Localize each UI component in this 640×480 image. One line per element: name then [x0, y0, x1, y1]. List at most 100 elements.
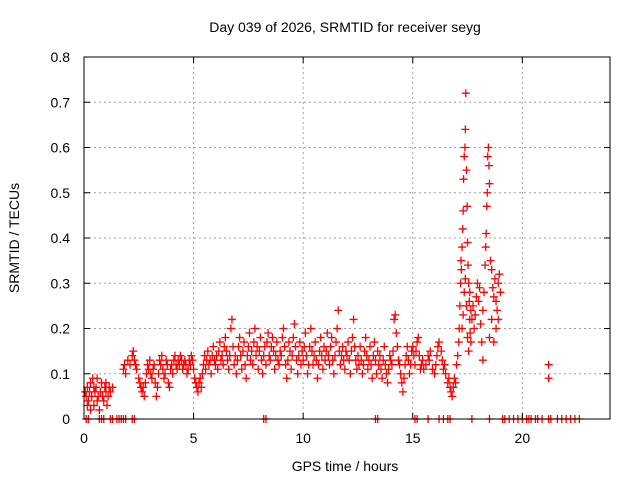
data-point	[346, 369, 355, 378]
data-point	[311, 338, 320, 347]
x-axis-label: GPS time / hours	[292, 458, 399, 474]
data-point	[95, 405, 104, 414]
data-point	[404, 356, 413, 365]
data-point	[363, 365, 372, 374]
data-point	[263, 338, 272, 347]
data-point	[483, 152, 492, 161]
x-tick-label: 10	[295, 430, 311, 446]
data-point	[223, 356, 232, 365]
data-point	[254, 365, 263, 374]
data-point	[462, 166, 471, 175]
data-point	[221, 333, 230, 342]
data-point	[323, 329, 332, 338]
data-point	[198, 369, 207, 378]
data-point	[291, 342, 300, 351]
data-point	[370, 338, 379, 347]
data-point	[392, 329, 401, 338]
data-point	[162, 356, 171, 365]
data-point	[376, 365, 385, 374]
y-tick-label: 0.7	[51, 94, 71, 110]
data-point	[119, 365, 128, 374]
data-point	[266, 356, 275, 365]
data-point	[433, 342, 442, 351]
data-point	[321, 356, 330, 365]
data-point	[463, 333, 472, 342]
data-point	[89, 383, 98, 392]
data-point	[249, 338, 258, 347]
data-point	[394, 356, 403, 365]
y-tick-label: 0.3	[51, 275, 71, 291]
data-point	[250, 324, 259, 333]
data-point	[153, 383, 162, 392]
data-point	[278, 333, 287, 342]
data-point	[465, 288, 474, 297]
data-point	[187, 351, 196, 360]
data-point	[469, 301, 478, 310]
data-point	[375, 351, 384, 360]
data-point	[482, 202, 491, 211]
y-tick-label: 0.8	[51, 49, 71, 65]
data-point	[299, 356, 308, 365]
data-point	[348, 333, 357, 342]
data-point	[486, 256, 495, 265]
data-point	[101, 378, 110, 387]
data-point	[458, 243, 467, 252]
data-point	[405, 369, 414, 378]
data-point	[482, 229, 491, 238]
data-point	[476, 319, 485, 328]
data-point	[289, 333, 298, 342]
data-point	[460, 143, 469, 152]
data-point	[213, 365, 222, 374]
data-point	[435, 338, 444, 347]
data-point	[349, 315, 358, 324]
data-point	[230, 360, 239, 369]
data-point	[99, 396, 108, 405]
data-point	[146, 369, 155, 378]
data-point	[386, 356, 395, 365]
data-point	[219, 360, 228, 369]
data-point	[372, 369, 381, 378]
data-point	[347, 347, 356, 356]
data-point	[280, 342, 289, 351]
data-point	[353, 351, 362, 360]
data-point	[466, 329, 475, 338]
data-point	[368, 374, 377, 383]
data-point	[360, 347, 369, 356]
data-point	[481, 261, 490, 270]
data-point	[226, 324, 235, 333]
data-point	[303, 369, 312, 378]
data-point	[449, 383, 458, 392]
data-point	[450, 374, 459, 383]
data-point	[253, 342, 262, 351]
data-point	[490, 274, 499, 283]
data-point	[387, 360, 396, 369]
x-tick-label: 15	[405, 430, 421, 446]
data-point	[207, 369, 216, 378]
data-point	[473, 279, 482, 288]
data-point	[459, 206, 468, 215]
data-point	[86, 378, 95, 387]
data-point	[358, 369, 367, 378]
data-point	[235, 333, 244, 342]
data-point	[294, 351, 303, 360]
data-point	[322, 347, 331, 356]
data-point	[472, 292, 481, 301]
data-point	[273, 356, 282, 365]
data-point	[139, 383, 148, 392]
data-point	[218, 351, 227, 360]
data-point	[215, 338, 224, 347]
y-tick-label: 0.1	[51, 366, 71, 382]
data-point	[197, 383, 206, 392]
data-point	[272, 338, 281, 347]
data-point	[193, 387, 202, 396]
data-point	[203, 347, 212, 356]
data-point	[325, 360, 334, 369]
data-point	[312, 356, 321, 365]
data-point	[340, 365, 349, 374]
data-point	[295, 338, 304, 347]
data-point	[380, 342, 389, 351]
data-point	[314, 360, 323, 369]
data-point	[201, 365, 210, 374]
data-point	[152, 392, 161, 401]
